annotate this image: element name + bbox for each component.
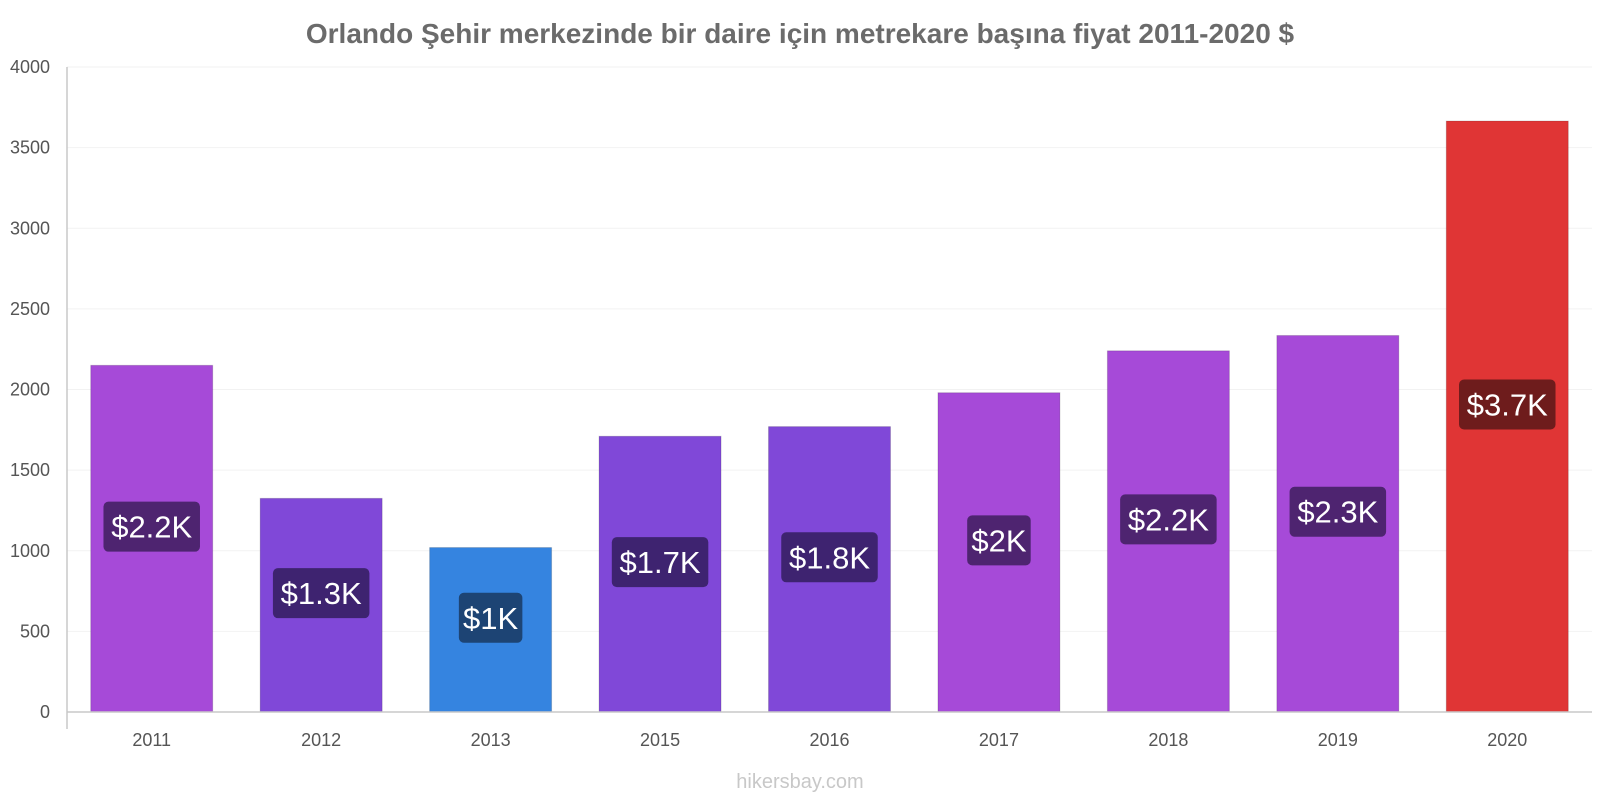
- y-tick-label: 1000: [10, 541, 50, 561]
- y-tick-label: 4000: [10, 57, 50, 77]
- data-label: $2.2K: [1128, 502, 1209, 537]
- x-tick-label: 2018: [1148, 730, 1188, 750]
- y-tick-label: 0: [40, 702, 50, 722]
- x-tick-label: 2020: [1487, 730, 1527, 750]
- data-label: $3.7K: [1467, 388, 1548, 423]
- bars: [90, 120, 1569, 713]
- y-tick-label: 2500: [10, 299, 50, 319]
- data-label: $1.3K: [281, 576, 362, 611]
- data-label-badge: [781, 532, 878, 583]
- y-tick-label: 1500: [10, 460, 50, 480]
- source-credit: hikersbay.com: [736, 771, 863, 793]
- x-tick-label: 2019: [1318, 730, 1358, 750]
- data-label: $2K: [971, 523, 1026, 558]
- y-tick-label: 3500: [10, 138, 50, 158]
- x-tick-label: 2016: [809, 730, 849, 750]
- x-tick-label: 2011: [132, 730, 171, 750]
- axes: 0 500 1000 1500 2000 2500 3000 3500 4000 2011 2012…: [10, 57, 1592, 750]
- data-label: $2.3K: [1297, 495, 1378, 530]
- y-tick-label: 3000: [10, 218, 50, 238]
- chart-title: Orlando Şehir merkezinde bir daire için …: [306, 18, 1295, 49]
- data-label-badge: [458, 592, 523, 643]
- data-label-badge: [1289, 486, 1387, 537]
- x-tick-label: 2013: [471, 730, 511, 750]
- y-tick-label: 500: [20, 621, 50, 641]
- data-label-badge: [272, 568, 370, 619]
- data-labels: $2.2K $1.3K $1K $1.7K $1.8K $2K $2.2K $2.3K $3.7…: [103, 379, 1556, 643]
- x-tick-label: 2017: [979, 730, 1019, 750]
- data-label-badge: [1120, 494, 1217, 545]
- data-label-badge: [967, 515, 1031, 566]
- data-label-badge: [103, 501, 200, 552]
- data-label: $1.8K: [789, 540, 870, 575]
- data-label-badge: [611, 537, 709, 588]
- data-label-badge: [1459, 379, 1556, 430]
- y-tick-label: 2000: [10, 380, 50, 400]
- data-label: $1K: [463, 601, 518, 636]
- x-tick-label: 2015: [640, 730, 680, 750]
- x-tick-label: 2012: [301, 730, 341, 750]
- data-label: $1.7K: [620, 545, 701, 580]
- data-label: $2.2K: [111, 510, 192, 545]
